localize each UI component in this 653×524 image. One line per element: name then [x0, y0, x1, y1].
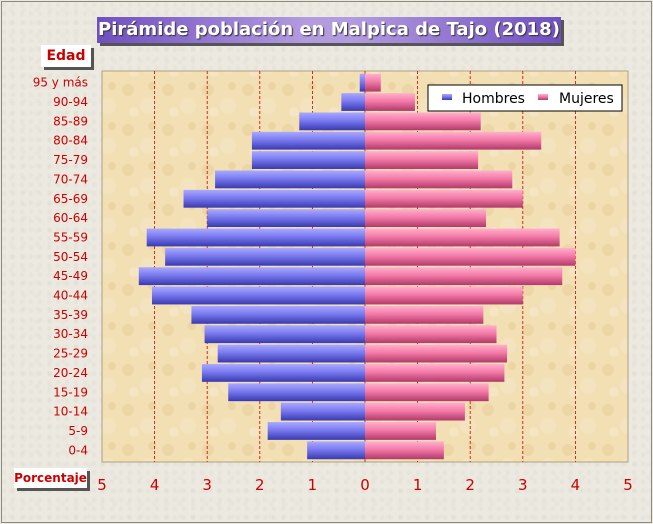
- bar-hombres-95 y más: [359, 73, 365, 92]
- x-axis-label: Porcentaje: [14, 471, 87, 485]
- bar-mujeres-10-14: [365, 402, 465, 421]
- bar-mujeres-45-49: [365, 267, 563, 286]
- bar-hombres-30-34: [204, 325, 365, 344]
- bar-mujeres-30-34: [365, 325, 497, 344]
- bar-hombres-5-9: [267, 422, 365, 440]
- age-label: 80-84: [53, 134, 88, 148]
- age-label: 65-69: [53, 192, 88, 206]
- legend-box: [427, 84, 623, 112]
- bar-mujeres-0-4: [365, 441, 444, 460]
- age-label: 45-49: [53, 269, 88, 283]
- legend-label-hombres: Hombres: [462, 91, 525, 107]
- age-labels: 0-4 5-9 10-14 15-19 20-24 25-29 30-34 35-39 40-4…: [33, 76, 88, 458]
- age-label: 60-64: [53, 211, 88, 225]
- bar-mujeres-90-94: [365, 93, 415, 111]
- bar-mujeres-50-54: [365, 247, 576, 266]
- age-label: 30-34: [53, 327, 88, 341]
- age-label: 70-74: [53, 172, 88, 186]
- age-label: 75-79: [53, 153, 88, 167]
- bar-mujeres-75-79: [365, 151, 479, 169]
- bar-hombres-65-69: [183, 189, 365, 208]
- y-axis-label: Edad: [46, 48, 86, 64]
- age-label: 20-24: [53, 366, 88, 380]
- bar-hombres-55-59: [146, 228, 365, 247]
- bar-hombres-75-79: [251, 151, 365, 169]
- age-label: 5-9: [68, 424, 88, 438]
- age-label: 10-14: [53, 405, 88, 419]
- bar-hombres-35-39: [191, 305, 365, 324]
- bar-mujeres-95 y más: [365, 73, 381, 92]
- bar-mujeres-80-84: [365, 131, 542, 150]
- age-label: 25-29: [53, 347, 88, 361]
- y-axis-label-box: Edad: [41, 45, 91, 67]
- bar-hombres-60-64: [207, 209, 365, 228]
- legend-swatch-hombres: [442, 94, 452, 100]
- chart-title: Pirámide población en Malpica de Tajo (2…: [98, 19, 560, 40]
- age-label: 95 y más: [33, 76, 88, 90]
- x-tick-label: 1: [413, 476, 423, 494]
- x-axis-label-box: Porcentaje: [14, 468, 87, 488]
- bar-hombres-25-29: [217, 344, 365, 363]
- bars: [138, 73, 576, 460]
- bar-hombres-0-4: [307, 441, 365, 460]
- x-tick-label: 2: [255, 476, 265, 494]
- x-tick-label: 2: [465, 476, 475, 494]
- bar-mujeres-40-44: [365, 286, 523, 305]
- bar-mujeres-25-29: [365, 344, 508, 363]
- age-label: 55-59: [53, 230, 88, 244]
- bar-mujeres-35-39: [365, 305, 484, 324]
- x-tick-labels: 5 4 3 2 1 0 1 2 3 4 5: [97, 476, 633, 494]
- bar-hombres-80-84: [251, 131, 365, 150]
- age-label: 15-19: [53, 385, 88, 399]
- bar-mujeres-70-74: [365, 170, 513, 189]
- age-label: 35-39: [53, 308, 88, 322]
- age-label: 50-54: [53, 250, 88, 264]
- x-tick-label: 3: [518, 476, 528, 494]
- bar-hombres-90-94: [341, 93, 365, 111]
- bar-hombres-10-14: [280, 402, 365, 421]
- legend: Hombres Mujeres: [427, 84, 623, 112]
- age-label: 85-89: [53, 114, 88, 128]
- bar-hombres-70-74: [215, 170, 365, 189]
- bar-mujeres-85-89: [365, 112, 481, 131]
- legend-swatch-mujeres: [538, 94, 548, 100]
- x-tick-label: 0: [360, 476, 370, 494]
- bar-hombres-45-49: [138, 267, 365, 286]
- bar-mujeres-5-9: [365, 422, 437, 440]
- age-label: 0-4: [68, 443, 88, 457]
- bar-hombres-15-19: [228, 383, 365, 402]
- legend-label-mujeres: Mujeres: [559, 91, 614, 107]
- bar-mujeres-65-69: [365, 189, 523, 208]
- x-tick-label: 1: [308, 476, 318, 494]
- title-box: Pirámide población en Malpica de Tajo (2…: [97, 17, 561, 43]
- bar-mujeres-55-59: [365, 228, 560, 247]
- x-tick-label: 3: [202, 476, 212, 494]
- bar-mujeres-20-24: [365, 364, 505, 382]
- bar-hombres-50-54: [165, 247, 365, 266]
- x-tick-label: 5: [97, 476, 107, 494]
- x-tick-label: 5: [623, 476, 633, 494]
- bar-mujeres-15-19: [365, 383, 489, 402]
- bar-mujeres-60-64: [365, 209, 486, 228]
- bar-hombres-40-44: [151, 286, 365, 305]
- bar-hombres-85-89: [299, 112, 365, 131]
- age-label: 40-44: [53, 289, 88, 303]
- age-label: 90-94: [53, 95, 88, 109]
- bar-hombres-20-24: [201, 364, 365, 382]
- x-tick-label: 4: [571, 476, 581, 494]
- x-tick-label: 4: [150, 476, 160, 494]
